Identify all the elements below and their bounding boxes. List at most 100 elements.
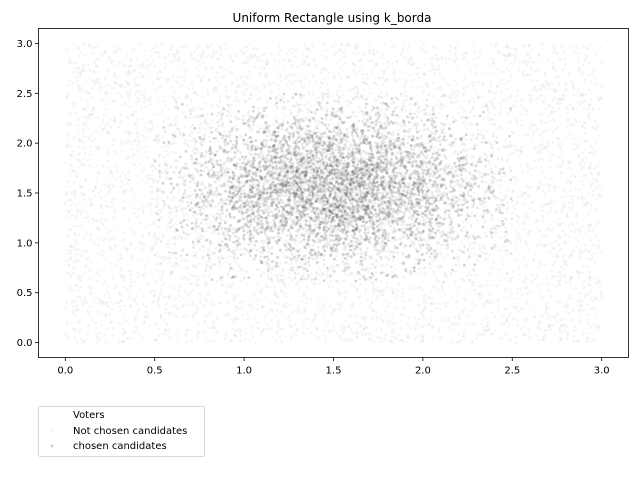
not-chosen-point [251,55,254,59]
not-chosen-point [326,269,329,273]
not-chosen-point [361,317,365,320]
not-chosen-point [516,268,520,272]
not-chosen-point [136,75,140,79]
not-chosen-point [527,328,530,332]
not-chosen-point [478,244,481,248]
not-chosen-point [305,118,309,121]
not-chosen-point [160,235,164,239]
not-chosen-point [85,264,88,268]
not-chosen-point [511,199,515,203]
not-chosen-point [492,113,496,117]
not-chosen-point [281,251,285,255]
not-chosen-point [454,83,458,86]
not-chosen-point [465,291,469,295]
not-chosen-point [583,59,587,62]
not-chosen-point [181,179,185,182]
not-chosen-point [251,128,255,132]
not-chosen-point [473,288,477,292]
not-chosen-point [114,149,117,153]
not-chosen-point [367,270,370,274]
not-chosen-point [582,45,586,48]
not-chosen-point [593,260,597,264]
not-chosen-point [427,92,431,96]
not-chosen-point [65,191,69,195]
not-chosen-point [473,323,477,326]
not-chosen-point [133,122,137,126]
not-chosen-point [513,99,517,103]
not-chosen-point [353,315,357,318]
not-chosen-point [492,62,496,66]
not-chosen-point [122,274,126,278]
not-chosen-point [67,263,70,267]
not-chosen-point [455,56,458,60]
not-chosen-point [83,197,86,201]
not-chosen-point [209,156,212,160]
not-chosen-point [428,180,432,184]
not-chosen-point [578,314,582,318]
not-chosen-point [125,178,129,181]
not-chosen-point [487,91,491,95]
not-chosen-point [360,80,364,84]
not-chosen-point [500,53,504,56]
not-chosen-point [583,100,587,103]
not-chosen-point [177,234,181,238]
not-chosen-point [532,257,536,261]
not-chosen-point [438,72,441,76]
not-chosen-point [488,252,492,256]
not-chosen-point [160,146,164,150]
not-chosen-point [277,46,281,49]
not-chosen-point [392,122,396,125]
not-chosen-point [554,210,557,214]
not-chosen-point [167,215,171,219]
not-chosen-point [503,249,506,252]
not-chosen-point [520,194,523,198]
not-chosen-point [454,51,457,55]
not-chosen-point [473,81,477,84]
not-chosen-point [408,109,412,112]
not-chosen-point [303,318,306,322]
not-chosen-point [302,292,306,295]
not-chosen-point [146,67,150,70]
not-chosen-point [406,334,410,338]
not-chosen-point [274,127,277,131]
not-chosen-point [422,267,425,270]
not-chosen-point [514,148,518,152]
not-chosen-point [90,139,94,143]
not-chosen-point [550,106,554,110]
not-chosen-point [428,159,431,163]
not-chosen-point [245,313,249,316]
not-chosen-point [241,181,245,184]
not-chosen-point [207,275,211,279]
not-chosen-point [193,193,197,196]
not-chosen-point [239,199,243,203]
not-chosen-point [205,113,209,116]
not-chosen-point [213,219,217,223]
not-chosen-point [273,291,277,295]
not-chosen-point [138,240,142,244]
not-chosen-point [125,80,129,84]
not-chosen-point [264,73,267,77]
not-chosen-point [105,300,109,304]
not-chosen-point [150,197,154,201]
not-chosen-point [363,53,366,56]
not-chosen-point [308,115,311,119]
not-chosen-point [325,55,329,59]
not-chosen-point [505,319,509,323]
not-chosen-point [422,72,426,75]
not-chosen-point [88,153,92,156]
not-chosen-point [76,80,80,83]
not-chosen-point [301,219,305,223]
not-chosen-point [180,208,184,211]
not-chosen-point [178,253,182,257]
not-chosen-point [559,337,563,341]
not-chosen-point [126,115,130,118]
not-chosen-point [437,329,441,333]
not-chosen-point [169,296,172,300]
not-chosen-point [373,155,377,159]
not-chosen-point [580,303,583,307]
not-chosen-point [587,229,591,233]
not-chosen-point [381,75,385,79]
not-chosen-point [228,103,232,107]
not-chosen-point [316,302,319,306]
not-chosen-point [360,141,364,144]
